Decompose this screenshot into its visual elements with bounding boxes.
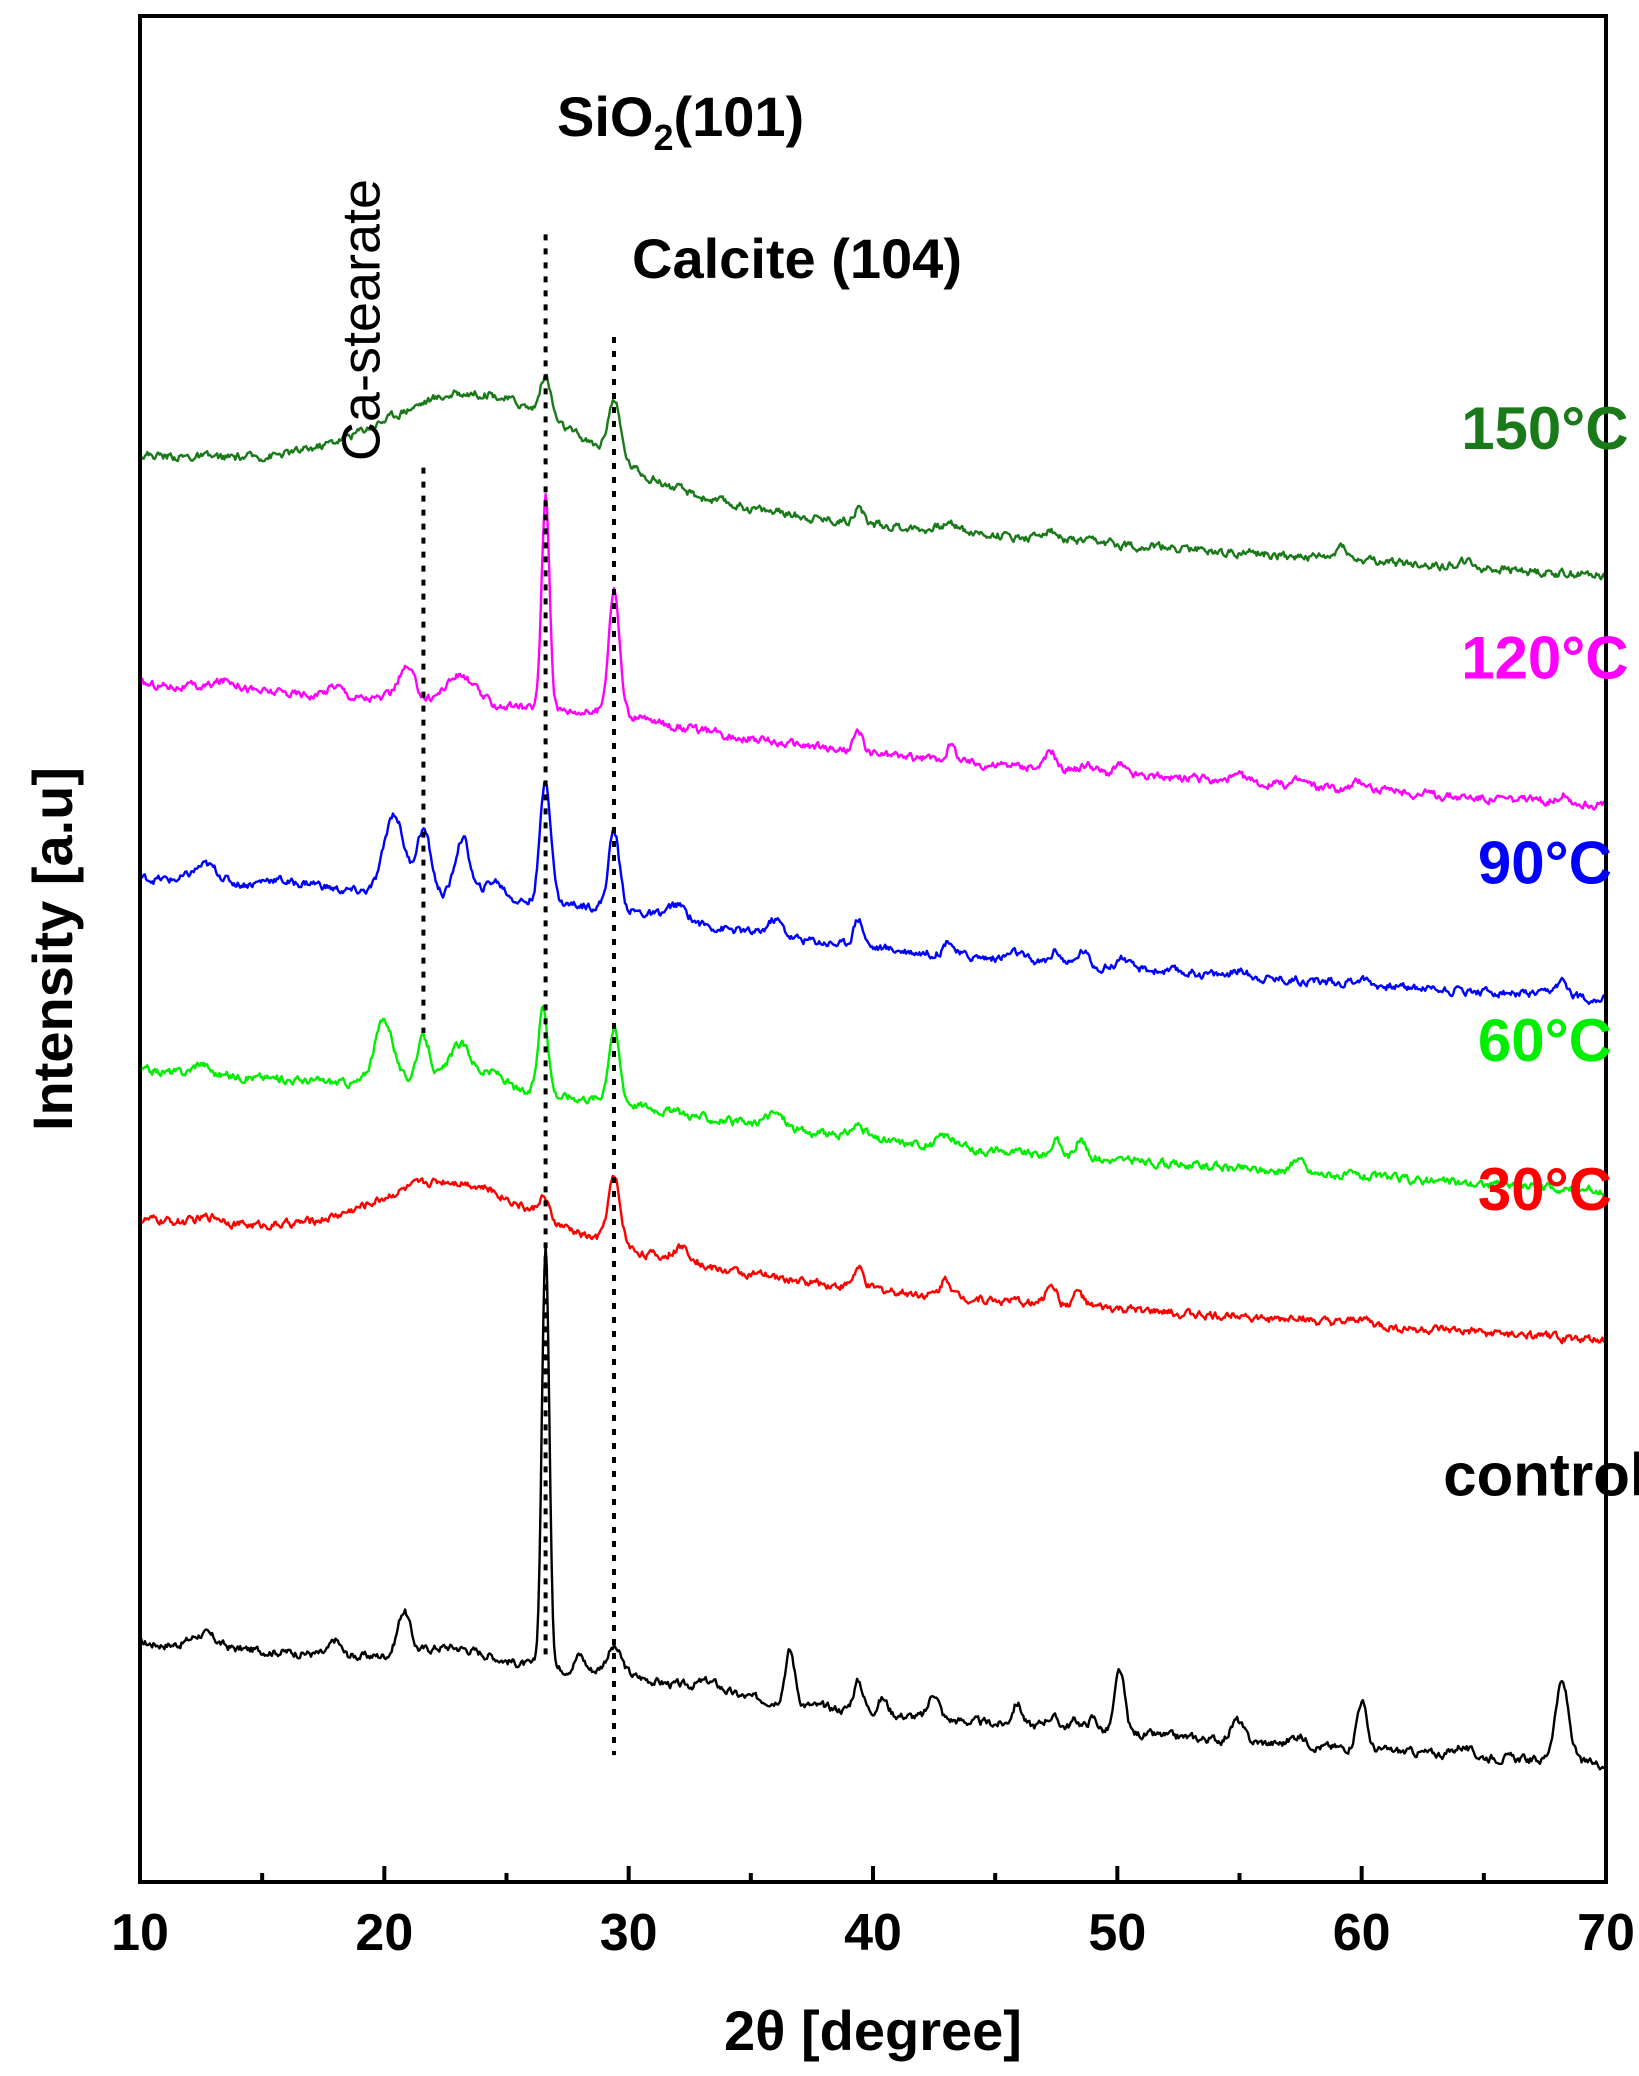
series-label: 120°C [1461, 624, 1628, 691]
series-label: 90°C [1478, 830, 1612, 897]
series-line-2 [138, 1005, 1607, 1198]
series-line-0 [139, 1244, 1607, 1771]
x-axis-tick-labels: 10 20 30 40 50 60 70 [111, 1904, 1635, 1962]
plot-lines [138, 373, 1608, 1771]
series-line-4 [138, 493, 1608, 811]
x-axis-ticks [138, 1866, 1608, 1882]
sio2-annotation: SiO2(101) [557, 85, 804, 158]
x-tick-label: 30 [600, 1904, 658, 1962]
reference-lines [421, 234, 617, 1756]
y-axis-title: Intensity [a.u] [21, 767, 84, 1131]
series-line-3 [139, 780, 1608, 1005]
sio2-subscript: 2 [653, 117, 673, 158]
x-tick-label: 10 [111, 1904, 169, 1962]
sio2-tail-text: (101) [673, 85, 804, 148]
x-axis-title: 2θ [degree] [724, 1999, 1022, 2062]
x-tick-label: 70 [1577, 1904, 1635, 1962]
x-tick-label: 60 [1333, 1904, 1391, 1962]
series-label: 150°C [1461, 395, 1628, 462]
ca-stearate-annotation: Ca-stearate [331, 179, 391, 461]
x-tick-label: 20 [355, 1904, 413, 1962]
series-labels: control 30°C 60°C 90°C 120°C 150°C [1443, 395, 1639, 1509]
series-label: control [1443, 1442, 1639, 1509]
x-tick-label: 40 [844, 1904, 902, 1962]
sio2-main-text: SiO [557, 85, 653, 148]
calcite-annotation: Calcite (104) [632, 227, 962, 290]
x-tick-label: 50 [1088, 1904, 1146, 1962]
series-label: 30°C [1478, 1156, 1612, 1223]
series-label: 60°C [1478, 1007, 1612, 1074]
series-line-1 [139, 1174, 1607, 1345]
series-line-5 [139, 373, 1608, 581]
